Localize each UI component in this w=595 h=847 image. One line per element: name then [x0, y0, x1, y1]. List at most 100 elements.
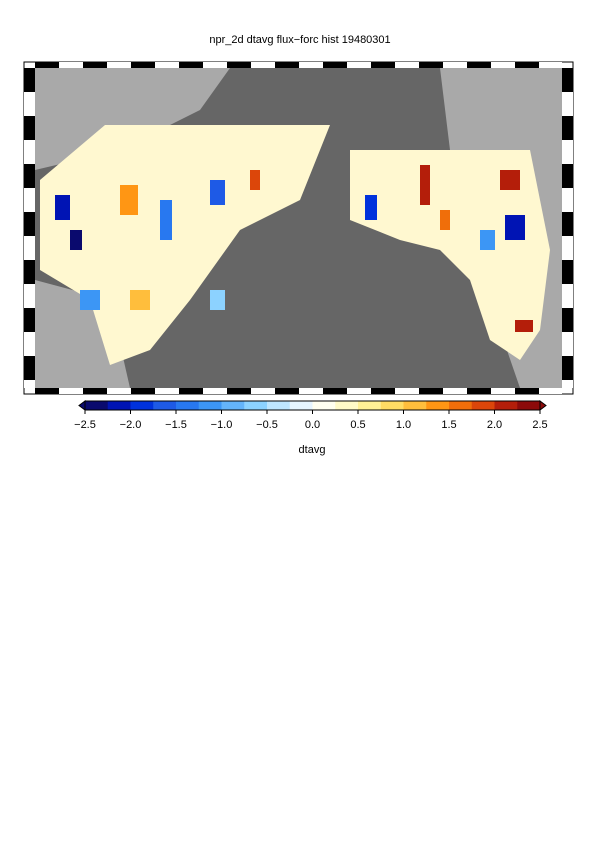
frame-tick [24, 68, 35, 92]
frame-tick [562, 92, 573, 116]
anomaly [480, 230, 495, 250]
anomalies [55, 165, 533, 332]
colorbar-segment [85, 401, 109, 410]
frame-tick [562, 116, 573, 140]
frame-tick [59, 62, 83, 68]
colorbar-segment [517, 401, 541, 410]
frame-tick [155, 62, 179, 68]
map [23, 61, 574, 395]
anomaly [160, 200, 172, 240]
frame-tick [323, 388, 347, 394]
frame-tick [24, 380, 35, 388]
frame-tick [491, 388, 515, 394]
frame-tick [539, 388, 562, 394]
frame-tick [227, 62, 251, 68]
frame-tick [419, 388, 443, 394]
frame-tick [562, 140, 573, 164]
frame-tick [251, 62, 275, 68]
colorbar: −2.5 −2.0 −1.5 −1.0 −0.5 0.0 0.5 1.0 1.5 2.0 2.5 [74, 400, 548, 431]
frame-tick [24, 140, 35, 164]
colorbar-segment [449, 401, 473, 410]
frame-tick [299, 388, 323, 394]
frame-tick [35, 62, 59, 68]
colorbar-segment [335, 401, 359, 410]
frame-tick [562, 332, 573, 356]
colorbar-tick-label: 1.0 [396, 419, 411, 431]
frame-tick [395, 388, 419, 394]
frame-tick [395, 62, 419, 68]
colorbar-tick-label: 2.0 [487, 419, 502, 431]
colorbar-segment [312, 401, 336, 410]
anomaly [365, 195, 377, 220]
frame-tick [562, 188, 573, 212]
frame-tick [24, 332, 35, 356]
anomaly [55, 195, 70, 220]
frame-tick [515, 388, 539, 394]
colorbar-segment [494, 401, 518, 410]
frame-tick [467, 62, 491, 68]
frame-tick [35, 388, 59, 394]
frame-tick [24, 284, 35, 308]
frame-tick [227, 388, 251, 394]
land-data [350, 150, 550, 360]
frame-tick [24, 236, 35, 260]
frame-tick [562, 236, 573, 260]
anomaly [80, 290, 100, 310]
frame-tick [24, 260, 35, 284]
frame-tick [371, 62, 395, 68]
colorbar-tick-label: 1.5 [441, 419, 456, 431]
colorbar-segment [176, 401, 200, 410]
frame-tick [275, 388, 299, 394]
colorbar-segment [221, 401, 245, 410]
colorbar-tick-label: −1.0 [211, 419, 233, 431]
frame-tick [203, 388, 227, 394]
anomaly [120, 185, 138, 215]
colorbar-segment [107, 401, 131, 410]
colorbar-tick-label: −1.5 [165, 419, 187, 431]
anomaly [500, 170, 520, 190]
colorbar-end [78, 400, 86, 411]
anomaly [210, 180, 225, 205]
frame-tick [347, 62, 371, 68]
colorbar-segment [153, 401, 177, 410]
colorbar-segment [426, 401, 450, 410]
frame-tick [562, 260, 573, 284]
frame-tick [24, 308, 35, 332]
frame-tick [371, 388, 395, 394]
colorbar-tick-label: 0.0 [305, 419, 320, 431]
frame-tick [24, 188, 35, 212]
colorbar-segment [130, 401, 154, 410]
frame-tick [419, 62, 443, 68]
frame-tick [299, 62, 323, 68]
anomaly [130, 290, 150, 310]
colorbar-tick-label: −0.5 [256, 419, 278, 431]
colorbar-segment [244, 401, 268, 410]
anomaly [515, 320, 533, 332]
colorbar-tick-label: −2.5 [74, 419, 96, 431]
frame-tick [323, 62, 347, 68]
frame-tick [275, 62, 299, 68]
frame-tick [562, 164, 573, 188]
frame-tick [562, 380, 573, 388]
colorbar-segment [198, 401, 222, 410]
frame-tick [467, 388, 491, 394]
frame-tick [562, 68, 573, 92]
frame-tick [24, 212, 35, 236]
frame-tick [155, 388, 179, 394]
frame-tick [24, 164, 35, 188]
frame-tick [24, 356, 35, 380]
colorbar-segment [380, 401, 404, 410]
frame-tick [251, 388, 275, 394]
frame-tick [347, 388, 371, 394]
frame-tick [24, 116, 35, 140]
anomaly [420, 165, 430, 205]
frame-tick [24, 92, 35, 116]
frame-tick [562, 284, 573, 308]
anomaly [440, 210, 450, 230]
anomaly [210, 290, 225, 310]
frame-tick [83, 388, 107, 394]
colorbar-label: dtavg [299, 444, 326, 456]
frame-tick [107, 388, 131, 394]
frame-tick [562, 212, 573, 236]
frame-tick [179, 62, 203, 68]
